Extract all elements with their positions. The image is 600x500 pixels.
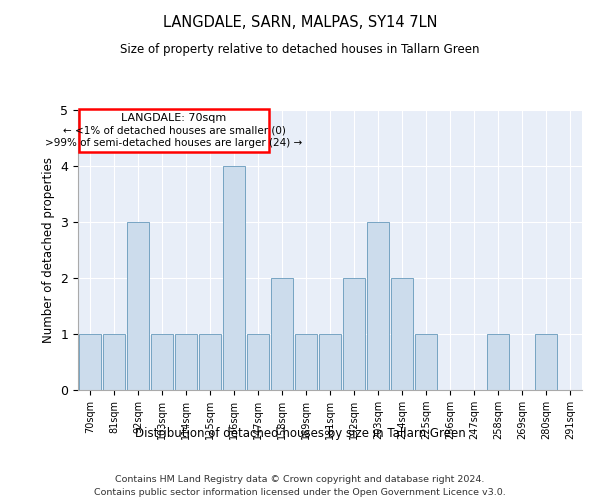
Y-axis label: Number of detached properties: Number of detached properties xyxy=(42,157,55,343)
Bar xyxy=(343,278,365,390)
Bar xyxy=(295,334,317,390)
Text: Distribution of detached houses by size in Tallarn Green: Distribution of detached houses by size … xyxy=(134,428,466,440)
Bar xyxy=(535,334,557,390)
Bar xyxy=(79,334,101,390)
Bar xyxy=(223,166,245,390)
Bar xyxy=(415,334,437,390)
Text: >99% of semi-detached houses are larger (24) →: >99% of semi-detached houses are larger … xyxy=(46,138,302,147)
Text: LANGDALE: 70sqm: LANGDALE: 70sqm xyxy=(121,114,227,124)
Bar xyxy=(199,334,221,390)
Bar xyxy=(319,334,341,390)
Bar xyxy=(271,278,293,390)
Bar xyxy=(79,109,269,152)
Text: ← <1% of detached houses are smaller (0): ← <1% of detached houses are smaller (0) xyxy=(62,126,286,136)
Bar xyxy=(487,334,509,390)
Bar xyxy=(103,334,125,390)
Bar xyxy=(367,222,389,390)
Bar xyxy=(127,222,149,390)
Bar xyxy=(175,334,197,390)
Text: Size of property relative to detached houses in Tallarn Green: Size of property relative to detached ho… xyxy=(120,42,480,56)
Bar xyxy=(391,278,413,390)
Text: Contains HM Land Registry data © Crown copyright and database right 2024.: Contains HM Land Registry data © Crown c… xyxy=(115,474,485,484)
Text: Contains public sector information licensed under the Open Government Licence v3: Contains public sector information licen… xyxy=(94,488,506,497)
Bar xyxy=(151,334,173,390)
Text: LANGDALE, SARN, MALPAS, SY14 7LN: LANGDALE, SARN, MALPAS, SY14 7LN xyxy=(163,15,437,30)
Bar xyxy=(247,334,269,390)
